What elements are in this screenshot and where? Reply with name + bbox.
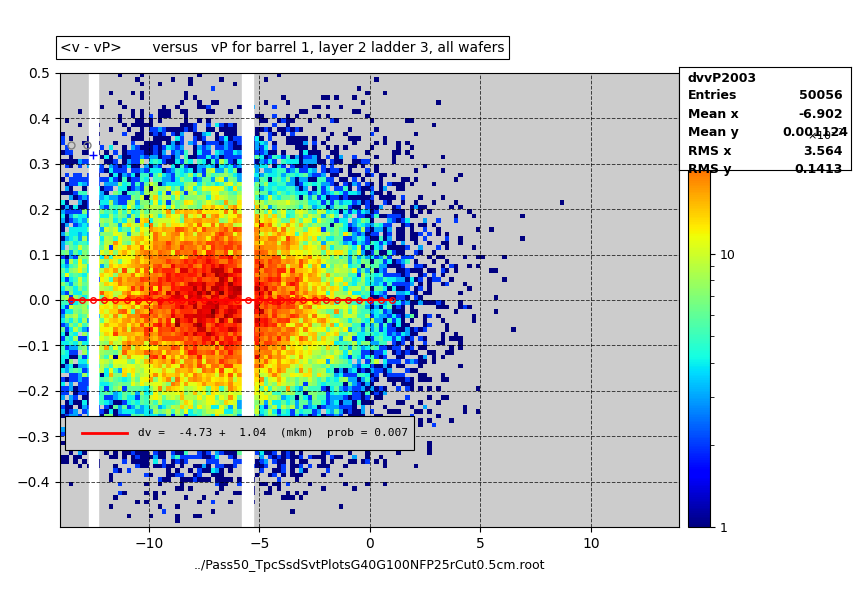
Text: RMS y: RMS y	[688, 164, 732, 176]
Text: $\times 10^{-2}$: $\times 10^{-2}$	[807, 127, 843, 143]
Text: 0.1413: 0.1413	[795, 164, 843, 176]
Text: -6.902: -6.902	[798, 108, 843, 121]
Text: RMS x: RMS x	[688, 145, 732, 158]
Text: Entries: Entries	[688, 89, 737, 102]
Text: 3.564: 3.564	[803, 145, 843, 158]
Text: dvvP2003: dvvP2003	[688, 72, 757, 85]
Bar	[89, 73, 98, 527]
X-axis label: ../Pass50_TpcSsdSvtPlotsG40G100NFP25rCut0.5cm.root: ../Pass50_TpcSsdSvtPlotsG40G100NFP25rCut…	[194, 559, 545, 572]
Bar	[64, 416, 414, 450]
Bar	[242, 73, 253, 527]
Text: <v - vP>       versus   vP for barrel 1, layer 2 ladder 3, all wafers: <v - vP> versus vP for barrel 1, layer 2…	[60, 41, 505, 55]
Text: Mean y: Mean y	[688, 127, 739, 139]
Text: 0.001124: 0.001124	[783, 127, 849, 139]
Text: 50056: 50056	[799, 89, 843, 102]
Text: dv =  -4.73 +  1.04  (mkm)  prob = 0.007: dv = -4.73 + 1.04 (mkm) prob = 0.007	[138, 428, 408, 438]
Text: Mean x: Mean x	[688, 108, 739, 121]
Bar	[425, 73, 679, 527]
